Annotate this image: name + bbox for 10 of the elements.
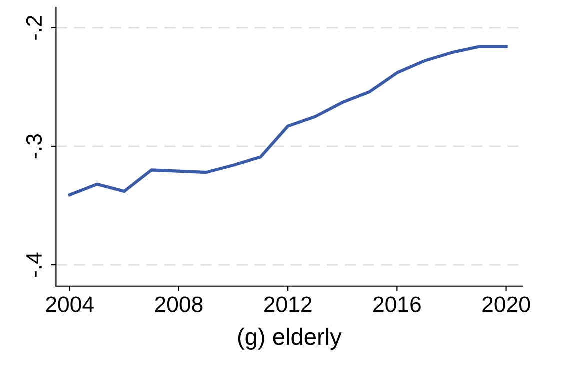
x-tick-label: 2016 <box>374 296 421 312</box>
x-tick-label: 2008 <box>155 296 203 312</box>
x-tick-label: 2012 <box>264 296 312 312</box>
y-tick-label: -.2 <box>26 16 42 40</box>
x-tick-label: 2020 <box>482 296 530 312</box>
y-tick-label: -.3 <box>26 134 42 158</box>
line-series <box>68 45 508 197</box>
y-tick-label: -.4 <box>26 252 42 278</box>
x-axis-title: (g) elderly <box>238 328 342 350</box>
x-tick-label: 2004 <box>46 296 94 312</box>
